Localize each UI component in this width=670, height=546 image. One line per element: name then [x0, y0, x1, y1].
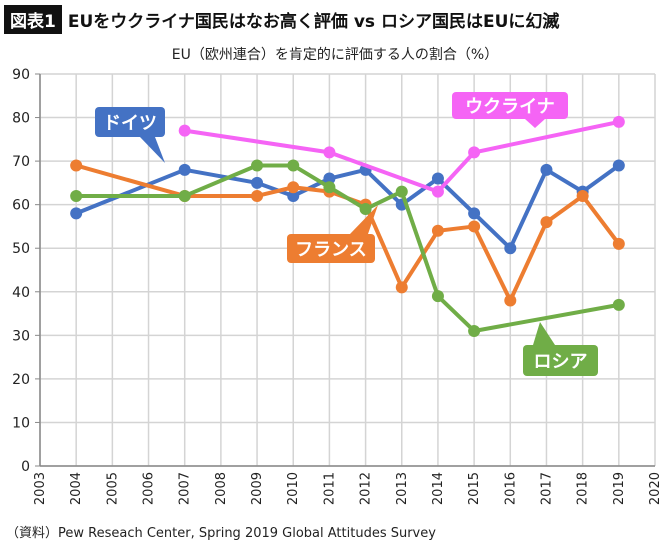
y-tick-label: 90 — [12, 67, 30, 83]
callout-tail — [140, 137, 165, 163]
chart-subtitle: EU（欧州連合）を肯定的に評価する人の割合（%） — [171, 47, 499, 63]
x-tick-label: 2016 — [503, 472, 518, 505]
data-point — [612, 115, 625, 128]
x-tick-label: 2020 — [648, 472, 663, 505]
data-point — [468, 207, 481, 220]
y-tick-label: 10 — [12, 415, 30, 431]
x-tick-label: 2014 — [431, 472, 446, 505]
callout-box — [452, 92, 568, 119]
x-tick-label: 2003 — [33, 472, 48, 505]
data-point — [395, 281, 408, 294]
data-point — [70, 207, 83, 220]
y-tick-label: 80 — [12, 111, 30, 127]
data-point — [431, 185, 444, 198]
data-point — [251, 176, 264, 189]
x-tick-label: 2004 — [69, 472, 84, 505]
source-note: （資料）Pew Reseach Center, Spring 2019 Glob… — [6, 526, 436, 541]
data-point — [395, 185, 408, 198]
x-tick-label: 2005 — [105, 472, 120, 505]
x-tick-label: 2011 — [322, 472, 337, 505]
data-point — [468, 220, 481, 233]
x-tick-label: 2008 — [214, 472, 229, 505]
data-point — [612, 298, 625, 311]
data-point — [431, 224, 444, 237]
data-point — [178, 189, 191, 202]
chart-title: EUをウクライナ国民はなお高く評価 vs ロシア国民はEUに幻滅 — [67, 11, 560, 32]
data-point — [70, 189, 83, 202]
y-tick-label: 40 — [12, 285, 30, 301]
x-tick-label: 2009 — [250, 472, 265, 505]
x-tick-label: 2010 — [286, 472, 301, 505]
x-tick-label: 2013 — [395, 472, 410, 505]
data-point — [612, 237, 625, 250]
data-point — [178, 163, 191, 176]
data-point — [540, 163, 553, 176]
data-point — [576, 189, 589, 202]
data-point — [359, 203, 372, 216]
data-point — [70, 159, 83, 172]
data-point — [468, 324, 481, 337]
data-point — [323, 172, 336, 185]
data-point — [251, 189, 264, 202]
data-point — [431, 172, 444, 185]
x-tick-label: 2017 — [539, 472, 554, 505]
callout-box — [95, 107, 165, 137]
series-label: ドイツ — [103, 113, 157, 134]
x-tick-label: 2015 — [467, 472, 482, 505]
series-line — [76, 163, 620, 333]
data-point — [323, 181, 336, 194]
data-point — [431, 290, 444, 303]
x-tick-label: 2019 — [612, 472, 627, 505]
x-tick-label: 2006 — [142, 472, 157, 505]
series-label: ウクライナ — [465, 97, 555, 118]
y-tick-label: 60 — [12, 198, 30, 214]
callout-box — [523, 345, 598, 376]
figure-badge: 図表1 — [4, 4, 62, 34]
data-point — [612, 159, 625, 172]
data-point — [287, 159, 300, 172]
y-tick-label: 0 — [21, 459, 30, 475]
callout-box — [287, 234, 375, 263]
series-label: フランス — [295, 240, 367, 261]
x-tick-label: 2012 — [359, 472, 374, 505]
series-label: ロシア — [534, 352, 588, 373]
data-point — [540, 216, 553, 229]
header: 図表1 EUをウクライナ国民はなお高く評価 vs ロシア国民はEUに幻滅 — [4, 4, 560, 34]
data-point — [504, 242, 517, 255]
y-tick-label: 20 — [12, 372, 30, 388]
x-tick-label: 2007 — [178, 472, 193, 505]
data-point — [287, 181, 300, 194]
callout-tail — [525, 119, 545, 128]
y-tick-label: 30 — [12, 328, 30, 344]
callout-tail — [533, 322, 555, 345]
data-point — [251, 159, 264, 172]
data-point — [468, 146, 481, 159]
data-point — [323, 146, 336, 159]
data-point — [178, 124, 191, 137]
x-tick-label: 2018 — [576, 472, 591, 505]
y-tick-label: 50 — [12, 241, 30, 257]
data-point — [504, 294, 517, 307]
y-tick-label: 70 — [12, 154, 30, 170]
callout-tail — [350, 205, 378, 234]
data-point — [287, 189, 300, 202]
